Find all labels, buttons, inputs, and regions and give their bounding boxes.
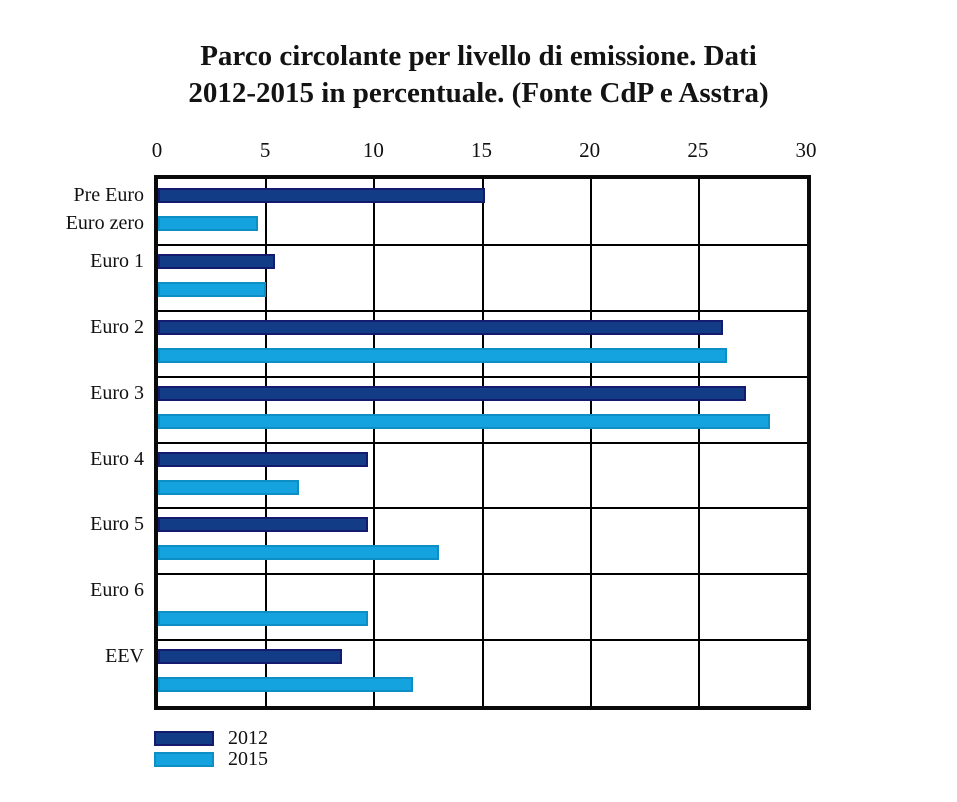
bar-2012-euro-1: [158, 253, 275, 269]
x-tick-label: 30: [795, 138, 817, 162]
legend-swatch-2012: [154, 731, 214, 746]
plot-area: [154, 175, 811, 710]
category-label: Euro 2: [90, 315, 144, 338]
category-separator-line: [158, 375, 807, 378]
category-separator-line: [158, 309, 807, 312]
bar-2012-eev: [158, 649, 342, 665]
bar-2015-euro-4: [158, 479, 299, 495]
bar-2015-euro-5: [158, 545, 440, 561]
chart-title-line2: 2012-2015 in percentuale. (Fonte CdP e A…: [188, 77, 769, 109]
legend-label-2015: 2015: [228, 748, 268, 770]
bar-2015-euro-1: [158, 281, 267, 297]
category-label: EEV: [105, 645, 144, 668]
x-axis: 0 5 10 15 20 25 30: [0, 137, 957, 163]
category-label: Euro 6: [90, 579, 144, 602]
legend: 2012 2015: [154, 727, 268, 770]
category-separator-line: [158, 507, 807, 510]
chart-title: Parco circolante per livello di emission…: [0, 38, 957, 112]
x-tick-label: 20: [579, 138, 601, 162]
bar-2012-euro-5: [158, 517, 368, 533]
legend-label-2012: 2012: [228, 727, 268, 749]
x-tick-label: 5: [259, 138, 271, 162]
category-label: Euro zero: [65, 212, 144, 234]
category-label: Pre Euro: [73, 184, 144, 206]
chart-title-line1: Parco circolante per livello di emission…: [200, 40, 757, 72]
legend-item-2015: 2015: [154, 748, 268, 770]
bar-2015-euro-3: [158, 413, 771, 429]
bar-2015-eev: [158, 677, 414, 693]
category-separator-line: [158, 243, 807, 246]
category-label: Euro 5: [90, 513, 144, 536]
legend-swatch-2015: [154, 752, 214, 767]
y-axis-labels: Pre Euro Euro zero Euro 1 Euro 2 Euro 3 Euro …: [0, 179, 146, 706]
legend-item-2012: 2012: [154, 727, 268, 749]
x-tick-label: 10: [362, 138, 384, 162]
bar-2012-euro-2: [158, 319, 723, 335]
x-tick-label: 25: [687, 138, 709, 162]
bar-2012-euro-4: [158, 451, 368, 467]
bar-2015-pre-euro: [158, 216, 258, 231]
bar-2012-pre-euro: [158, 188, 485, 203]
category-label: Euro 4: [90, 447, 144, 470]
bar-2015-euro-6: [158, 611, 368, 627]
category-label: Euro 3: [90, 381, 144, 404]
bar-2012-euro-3: [158, 385, 747, 401]
x-tick-label: 15: [471, 138, 492, 162]
category-separator-line: [158, 441, 807, 444]
category-separator-line: [158, 573, 807, 576]
category-label: Euro 1: [90, 249, 144, 272]
x-tick-label: 0: [151, 138, 163, 162]
category-separator-line: [158, 639, 807, 642]
bar-2015-euro-2: [158, 347, 727, 363]
